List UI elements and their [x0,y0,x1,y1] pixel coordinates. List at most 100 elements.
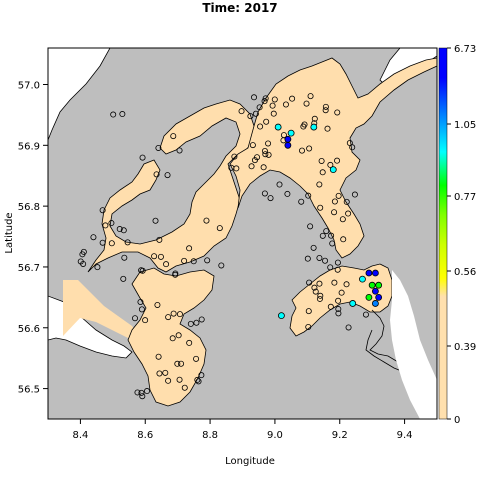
station-point [345,324,352,331]
highlighted-station [365,293,373,301]
map-panel [48,48,437,419]
highlighted-station [372,287,379,295]
highlighted-station [349,300,357,307]
station-point [331,198,338,205]
colorbar-tick-label: 0.56 [454,267,476,278]
station-point [322,257,329,264]
station-point [152,217,159,224]
highlighted-station [375,281,383,289]
station-point [305,192,312,199]
colorbar-tick-label: 6.73 [454,44,476,55]
plot-frame [47,47,438,420]
station-point [249,142,256,149]
station-point [187,320,194,327]
station-point [165,377,172,384]
station-point [178,360,185,367]
station-point [108,220,115,227]
station-point [306,145,313,152]
station-point [174,360,181,367]
station-point [345,210,352,217]
station-point [328,232,335,239]
station-point [203,217,210,224]
chart-title: Time: 2017 [202,1,277,15]
sea-lower-east [390,270,437,419]
station-point [108,240,115,247]
station-point [317,204,324,211]
station-point [305,308,312,315]
x-tick-label: 8.4 [72,430,88,441]
station-point [261,148,268,155]
y-tick-label: 56.6 [18,324,40,335]
station-point [164,172,171,179]
station-point [318,157,325,164]
station-point [172,271,179,278]
station-point [265,140,272,147]
station-point [247,113,254,120]
fjord-lower-south-west [63,280,140,344]
station-point [263,118,270,125]
station-point [175,332,182,339]
station-point [198,316,205,323]
station-point [335,310,342,317]
y-tick-label: 56.9 [18,141,40,152]
station-point [331,209,338,216]
station-point [193,319,200,326]
station-point [343,281,350,288]
station-point [338,289,345,296]
station-point [169,335,176,342]
station-point [144,388,151,395]
station-point [190,258,197,265]
station-point [261,98,268,105]
station-point [311,115,318,122]
station-point [181,384,188,391]
station-point [139,393,146,400]
highlighted-station [329,166,337,174]
highlighted-station [375,293,383,301]
colorbar-ticks: 0 0.39 0.56 0.77 1.05 6.73 [447,44,476,426]
station-point [319,232,326,239]
station-point [349,144,356,151]
station-point [252,110,259,117]
station-point [262,151,269,158]
y-tick-label: 56.5 [18,385,40,396]
y-tick-label: 57.0 [18,80,40,91]
station-point [120,227,127,234]
station-point [216,225,223,232]
colorbar: 0 0.39 0.56 0.77 1.05 6.73 [438,44,476,426]
station-point [319,169,326,176]
station-point [322,107,329,114]
station-point [121,254,128,261]
station-point [316,280,323,287]
station-point [163,261,170,268]
fjord-southern-bay [127,267,215,407]
station-point [90,234,97,241]
station-point [323,228,330,235]
station-point [269,102,276,109]
station-point [139,154,146,161]
station-point [110,111,117,118]
highlighted-station [365,269,373,277]
station-point [317,292,324,299]
station-point [334,259,341,266]
station-point [327,161,334,168]
station-point [94,264,101,271]
station-point [251,94,258,101]
station-point [99,207,106,214]
station-point [262,95,269,102]
station-point [119,111,126,118]
station-point [334,157,341,164]
station-point [151,253,158,260]
station-point [138,306,145,313]
station-point [102,222,109,229]
station-point [316,295,323,302]
highlighted-station [277,312,285,320]
station-point [162,369,169,376]
station-point [156,236,163,243]
station-point [155,144,162,151]
x-axis-label: Longitude [225,456,275,467]
station-point [165,314,172,321]
station-point [79,251,86,258]
station-point [284,190,291,197]
station-point [311,284,318,291]
